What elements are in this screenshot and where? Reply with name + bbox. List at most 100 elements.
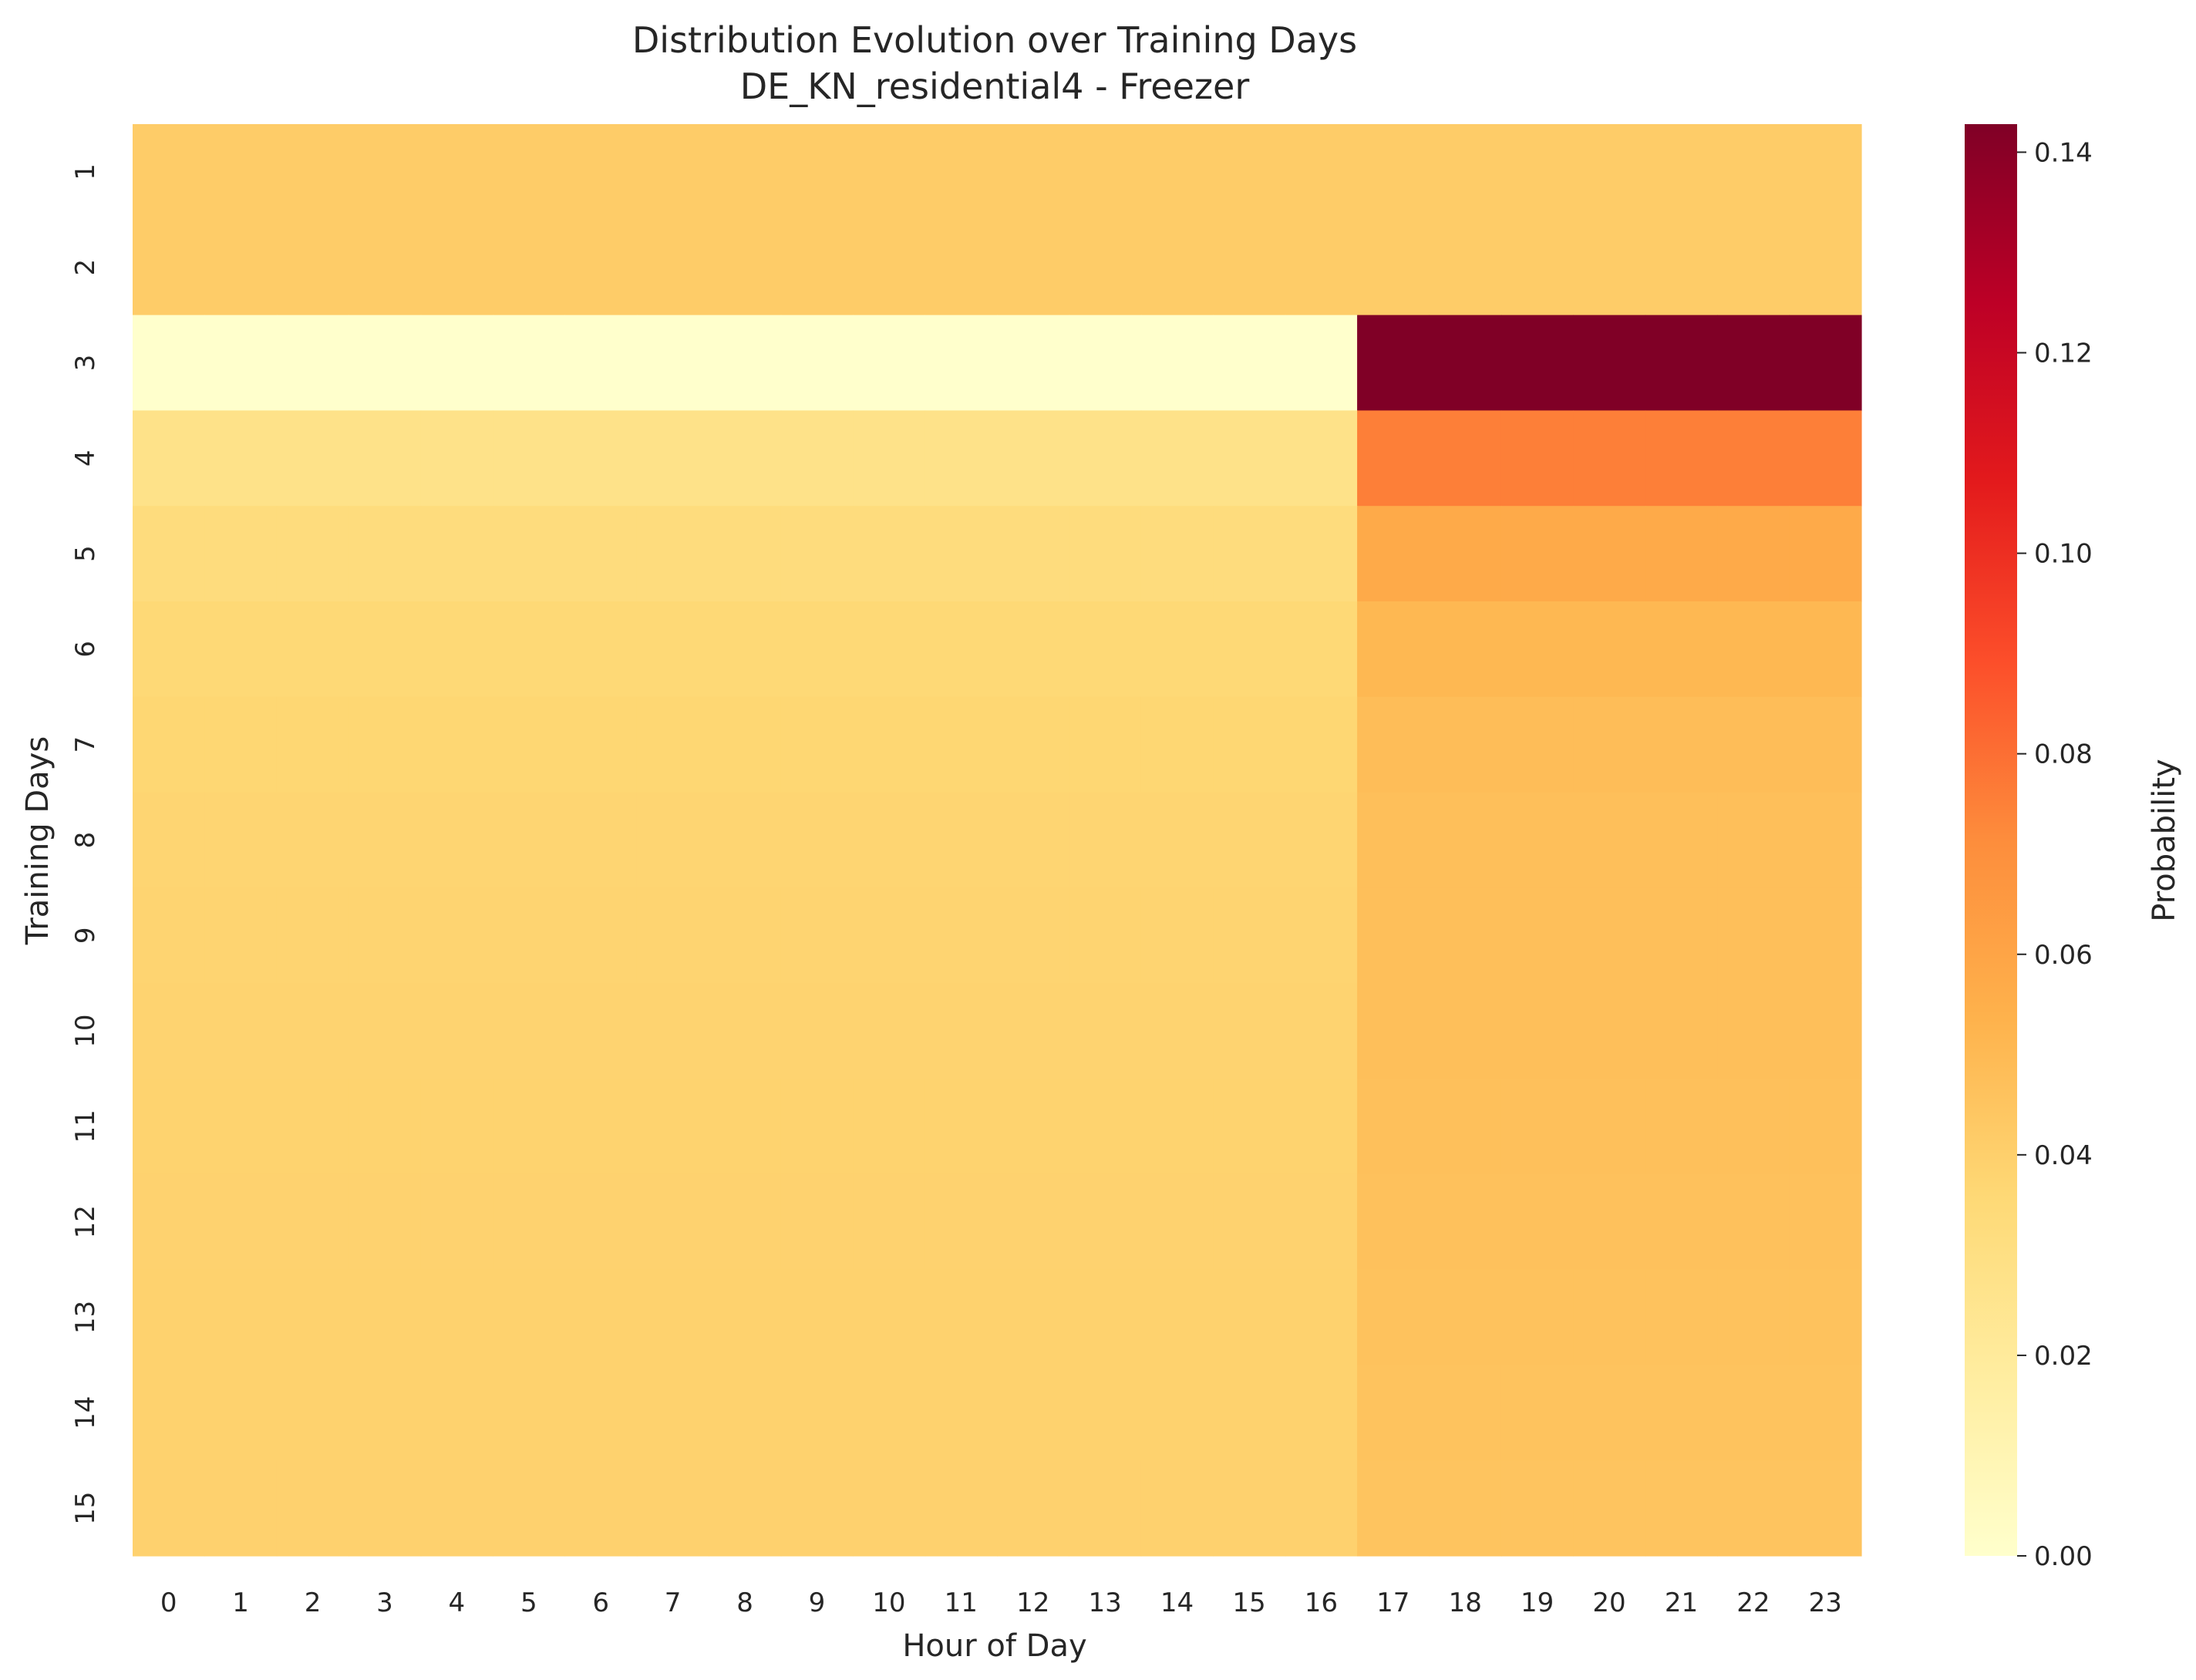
heatmap-cell (1429, 315, 1502, 411)
heatmap-cell (636, 410, 709, 507)
heatmap-cell (349, 1460, 422, 1557)
heatmap-cell (1285, 696, 1358, 793)
heatmap-cell (1645, 219, 1718, 316)
heatmap-cell (925, 1173, 998, 1271)
heatmap-cell (349, 124, 422, 221)
heatmap-cell (564, 506, 638, 602)
heatmap-cell (420, 315, 493, 411)
heatmap-cell (493, 1173, 566, 1271)
heatmap-cell (564, 315, 638, 411)
chart-title: Distribution Evolution over Training Day… (632, 19, 1357, 61)
heatmap-cell (1140, 1079, 1214, 1175)
heatmap-cell (780, 792, 854, 888)
heatmap-cell (133, 1269, 206, 1365)
heatmap-cell (1213, 124, 1286, 221)
heatmap-cell (349, 696, 422, 793)
x-tick-label: 20 (1592, 1587, 1625, 1618)
heatmap-cell (349, 1173, 422, 1271)
heatmap-cell (1573, 887, 1646, 984)
heatmap-cell (853, 1173, 926, 1271)
heatmap-cell (1285, 1079, 1358, 1175)
heatmap-cell (1140, 983, 1214, 1079)
heatmap-cell (925, 506, 998, 602)
heatmap-cell (1213, 1460, 1286, 1557)
heatmap-cell (493, 696, 566, 793)
heatmap-cell (1789, 1460, 1862, 1557)
heatmap-cell (1069, 887, 1142, 984)
heatmap-cell (997, 1173, 1070, 1271)
heatmap-cell (1140, 601, 1214, 698)
heatmap-cell (709, 887, 782, 984)
colorbar-tick-label: 0.12 (2034, 338, 2093, 369)
heatmap-cell (853, 1365, 926, 1461)
heatmap-cell (1069, 1269, 1142, 1365)
heatmap-cell (636, 1269, 709, 1365)
heatmap-cell (925, 601, 998, 698)
heatmap-cell (1213, 1173, 1286, 1271)
heatmap-cell (1429, 506, 1502, 602)
heatmap-cell (349, 601, 422, 698)
heatmap-cell (636, 1173, 709, 1271)
heatmap-cell (1069, 315, 1142, 411)
heatmap-cell (1717, 219, 1790, 316)
x-tick-labels: 0 1 2 3 4 5 6 7 8 9 10 11 12 13 14 15 16 17 18 19 20 21 22 23 (160, 1587, 1842, 1618)
heatmap-cell (1789, 315, 1862, 411)
heatmap-cell (997, 983, 1070, 1079)
heatmap-cell (1573, 983, 1646, 1079)
heatmap-cell (276, 792, 349, 888)
heatmap-cell (420, 506, 493, 602)
heatmap-cell (1357, 601, 1430, 698)
heatmap-cell (133, 315, 206, 411)
heatmap-cell (1789, 1269, 1862, 1365)
heatmap-cell (1789, 601, 1862, 698)
heatmap-cell (780, 983, 854, 1079)
heatmap-cell (493, 601, 566, 698)
x-tick-label: 7 (665, 1587, 682, 1618)
heatmap-cell (709, 1365, 782, 1461)
heatmap-cell (1789, 410, 1862, 507)
heatmap-cell (853, 315, 926, 411)
x-tick-label: 21 (1665, 1587, 1698, 1618)
heatmap-cell (1213, 696, 1286, 793)
heatmap-cell (420, 124, 493, 221)
x-tick-label: 1 (232, 1587, 249, 1618)
heatmap-cell (1429, 410, 1502, 507)
heatmap-cell (133, 1365, 206, 1461)
heatmap-cell (1500, 410, 1574, 507)
heatmap-cell (780, 1460, 854, 1557)
y-tick-label: 3 (70, 355, 101, 372)
heatmap-cell (1357, 1460, 1430, 1557)
heatmap-cell (564, 887, 638, 984)
heatmap-cell (709, 1460, 782, 1557)
heatmap-cell (1717, 1079, 1790, 1175)
heatmap-cells (133, 124, 1862, 1557)
heatmap-cell (204, 1173, 278, 1271)
heatmap-cell (1500, 219, 1574, 316)
heatmap-cell (349, 315, 422, 411)
heatmap-cell (204, 1365, 278, 1461)
heatmap-cell (780, 410, 854, 507)
heatmap-cell (1213, 219, 1286, 316)
heatmap-cell (204, 601, 278, 698)
x-tick-label: 19 (1521, 1587, 1554, 1618)
heatmap-cell (1357, 1079, 1430, 1175)
heatmap-cell (1789, 983, 1862, 1079)
heatmap-cell (420, 1079, 493, 1175)
heatmap-cell (1789, 1365, 1862, 1461)
heatmap-cell (204, 1460, 278, 1557)
heatmap-cell (1500, 983, 1574, 1079)
heatmap-cell (204, 506, 278, 602)
heatmap-cell (1357, 696, 1430, 793)
heatmap-cell (780, 601, 854, 698)
heatmap-cell (636, 887, 709, 984)
heatmap-cell (1500, 1079, 1574, 1175)
heatmap-cell (1069, 124, 1142, 221)
heatmap-cell (780, 1269, 854, 1365)
colorbar-tick-label: 0.00 (2034, 1541, 2093, 1572)
heatmap-cell (204, 1079, 278, 1175)
heatmap-cell (493, 124, 566, 221)
heatmap-cell (636, 124, 709, 221)
heatmap-cell (1717, 792, 1790, 888)
heatmap-cell (564, 410, 638, 507)
heatmap-cell (925, 1079, 998, 1175)
